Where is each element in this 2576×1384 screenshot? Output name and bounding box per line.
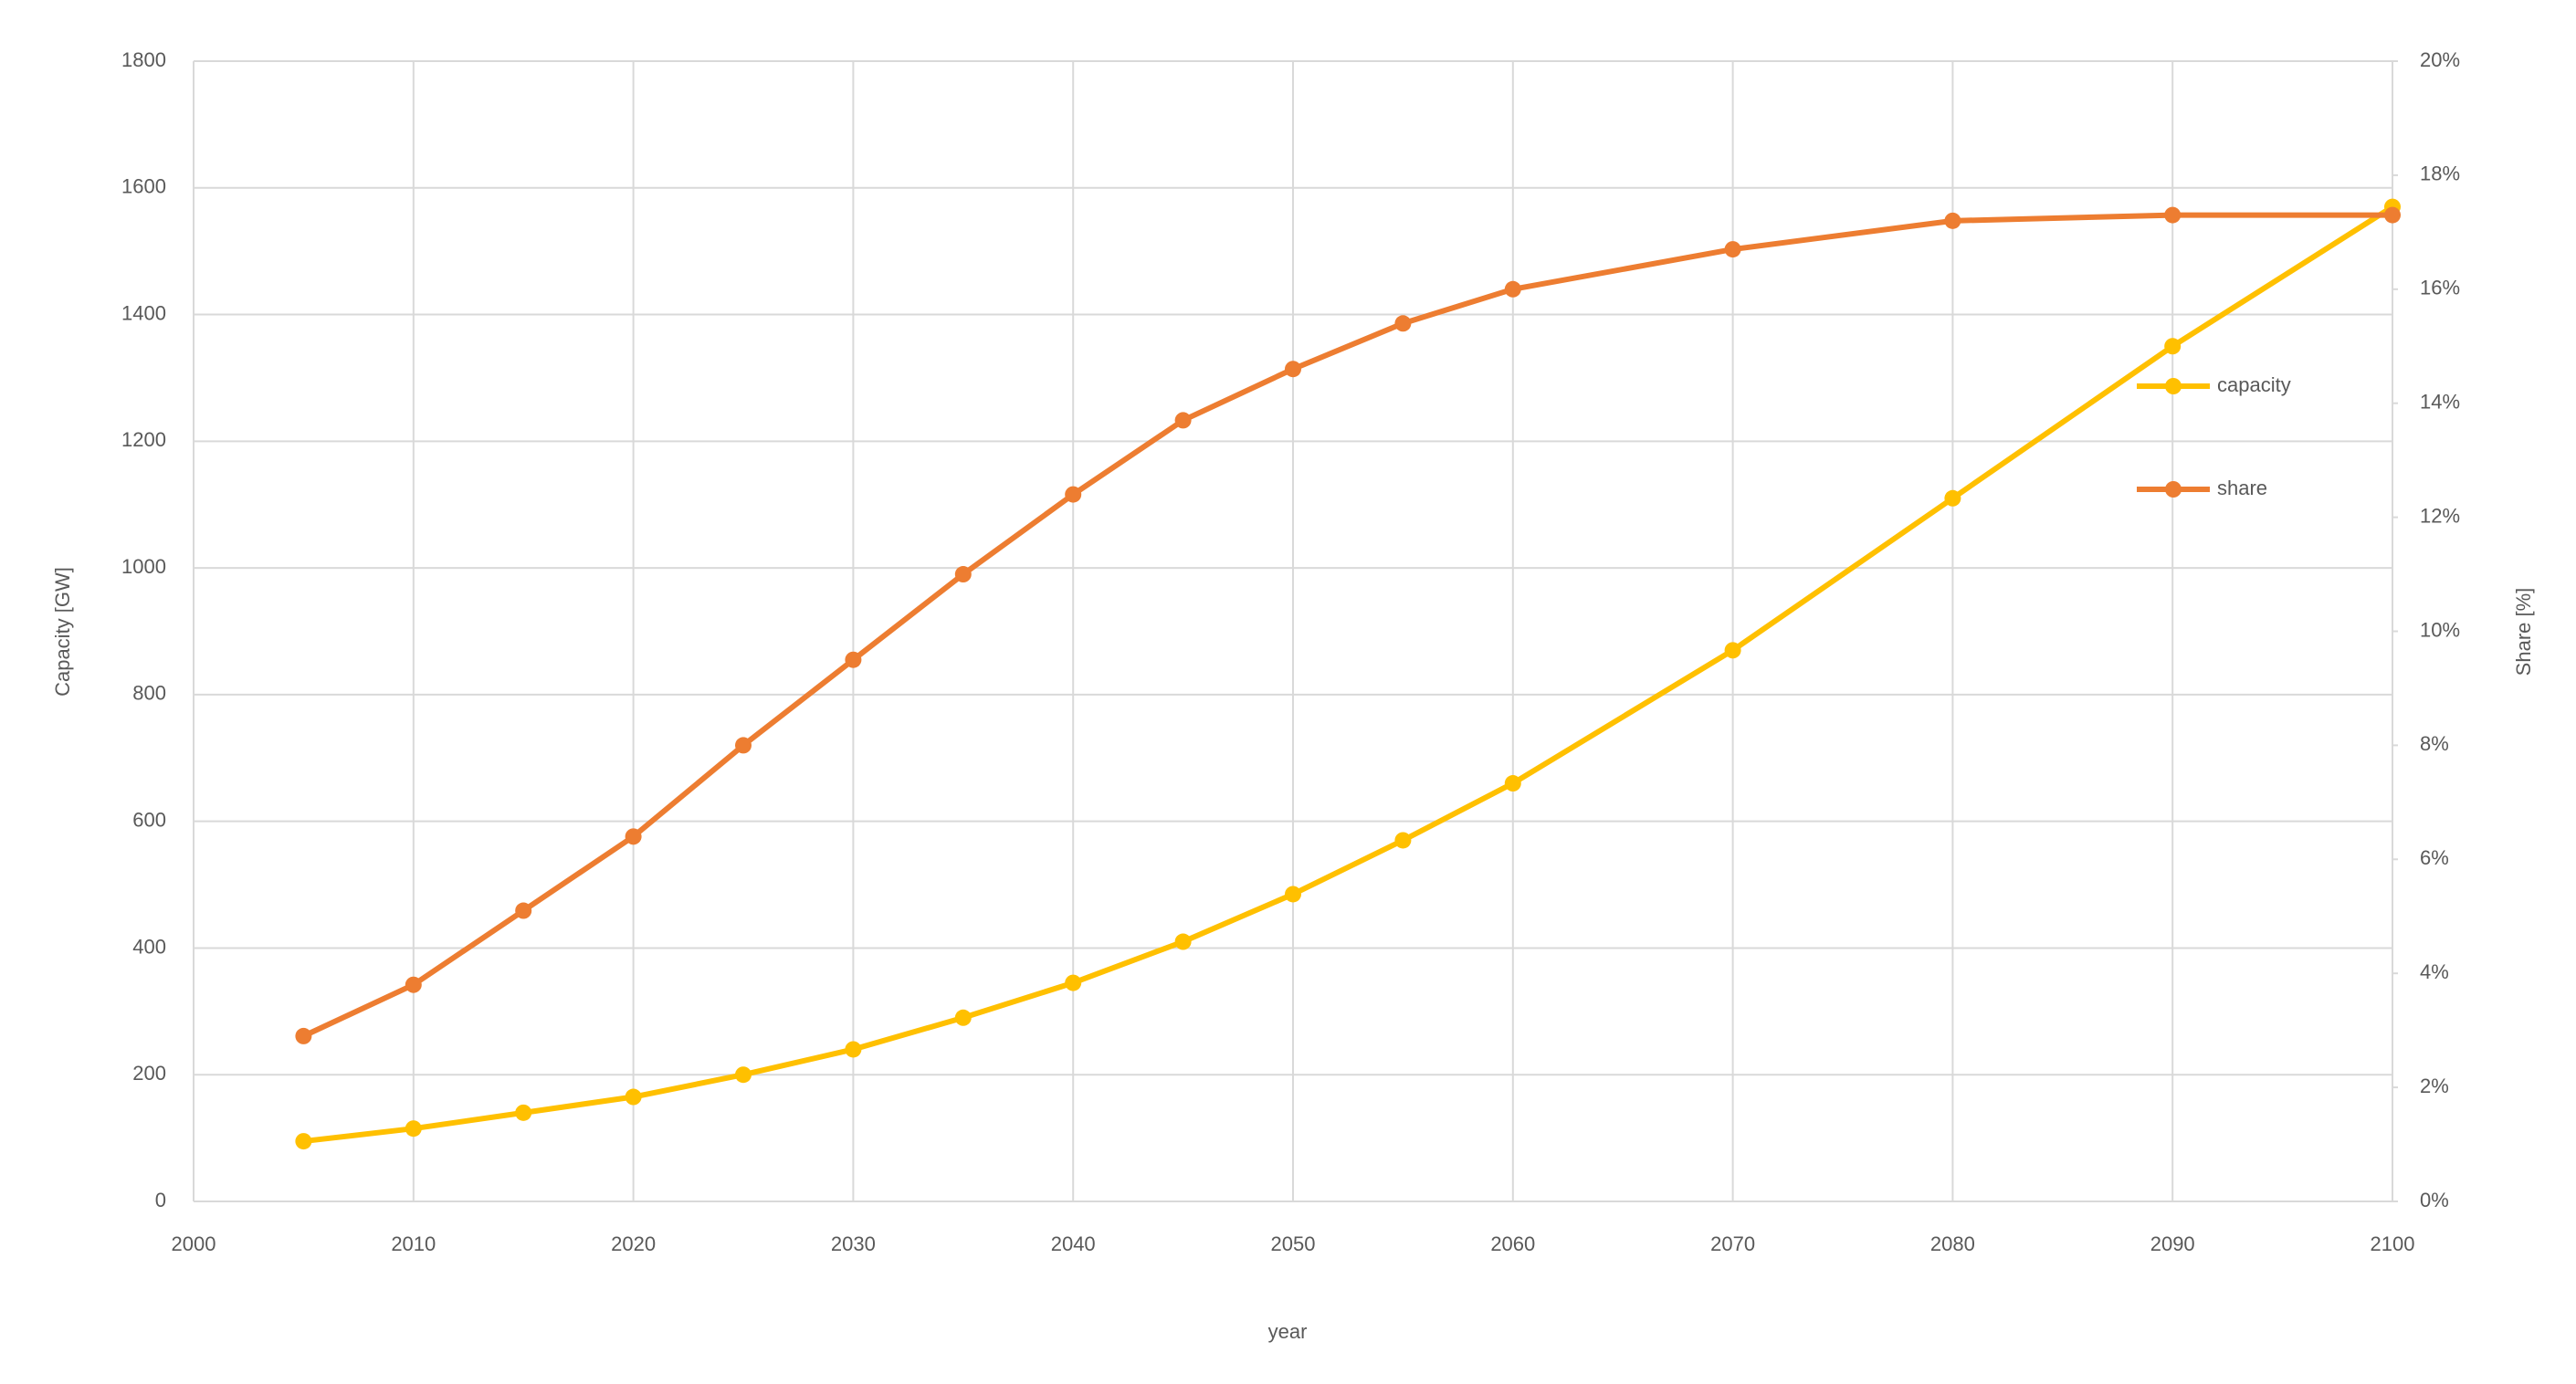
y2-tick-label: 8%: [2420, 732, 2449, 755]
x-tick-label: 2100: [2371, 1232, 2415, 1255]
x-tick-label: 2000: [172, 1232, 216, 1255]
legend-marker: [2165, 378, 2182, 394]
x-tick-label: 2040: [1051, 1232, 1096, 1255]
x-tick-label: 2090: [2150, 1232, 2195, 1255]
x-tick-label: 2070: [1710, 1232, 1755, 1255]
data-point: [1065, 486, 1082, 503]
y-tick-label: 0: [155, 1189, 166, 1211]
data-point: [1065, 974, 1082, 991]
data-point: [845, 651, 862, 668]
y2-tick-label: 0%: [2420, 1189, 2449, 1211]
y-tick-label: 1200: [121, 428, 166, 451]
data-point: [515, 1104, 532, 1121]
x-tick-label: 2080: [1930, 1232, 1975, 1255]
y-tick-label: 1600: [121, 175, 166, 198]
data-point: [625, 828, 642, 845]
data-point: [1944, 212, 1961, 229]
data-point: [735, 737, 752, 754]
legend-label: capacity: [2217, 373, 2291, 396]
data-point: [625, 1088, 642, 1106]
data-point: [954, 566, 972, 583]
data-point: [405, 976, 422, 993]
y-tick-label: 600: [132, 808, 166, 831]
x-tick-label: 2010: [391, 1232, 436, 1255]
data-point: [1504, 775, 1521, 792]
y2-tick-label: 16%: [2420, 277, 2460, 299]
data-point: [1285, 361, 1301, 378]
data-point: [1174, 933, 1192, 950]
y2-tick-label: 20%: [2420, 48, 2460, 71]
data-point: [295, 1027, 312, 1044]
x-tick-label: 2030: [831, 1232, 876, 1255]
y-tick-label: 1800: [121, 48, 166, 71]
data-point: [1724, 241, 1741, 258]
data-point: [845, 1041, 862, 1058]
data-point: [1724, 642, 1741, 659]
y-tick-label: 800: [132, 682, 166, 705]
data-point: [405, 1120, 422, 1138]
x-tick-label: 2020: [611, 1232, 656, 1255]
data-point: [1394, 315, 1412, 332]
y-axis-title: Capacity [GW]: [51, 567, 74, 697]
legend-label: share: [2217, 477, 2267, 499]
y2-tick-label: 10%: [2420, 618, 2460, 641]
y2-tick-label: 12%: [2420, 504, 2460, 527]
series-line: [303, 204, 2394, 1145]
y2-tick-label: 18%: [2420, 163, 2460, 185]
data-point: [295, 1133, 312, 1150]
data-point: [1285, 886, 1301, 903]
x-axis-title: year: [1268, 1320, 1308, 1343]
data-point: [1504, 280, 1521, 298]
data-point: [2384, 206, 2401, 224]
legend-marker: [2165, 481, 2182, 498]
y2-axis-title: Share [%]: [2512, 588, 2535, 676]
x-tick-label: 2060: [1490, 1232, 1535, 1255]
data-point: [954, 1009, 972, 1026]
series-line: [302, 212, 2392, 1039]
y-tick-label: 1400: [121, 301, 166, 324]
data-point: [1394, 832, 1412, 849]
y-tick-label: 1000: [121, 555, 166, 578]
data-point: [1944, 489, 1961, 507]
data-point: [2164, 206, 2182, 224]
x-tick-label: 2050: [1271, 1232, 1316, 1255]
data-point: [515, 902, 532, 919]
data-point: [1174, 412, 1192, 429]
y-tick-label: 400: [132, 935, 166, 958]
data-point: [2164, 338, 2182, 355]
y2-tick-label: 6%: [2420, 846, 2449, 869]
y2-tick-label: 4%: [2420, 960, 2449, 983]
y2-tick-label: 14%: [2420, 391, 2460, 414]
y2-tick-label: 2%: [2420, 1075, 2449, 1097]
y-tick-label: 200: [132, 1062, 166, 1085]
data-point: [735, 1066, 752, 1084]
